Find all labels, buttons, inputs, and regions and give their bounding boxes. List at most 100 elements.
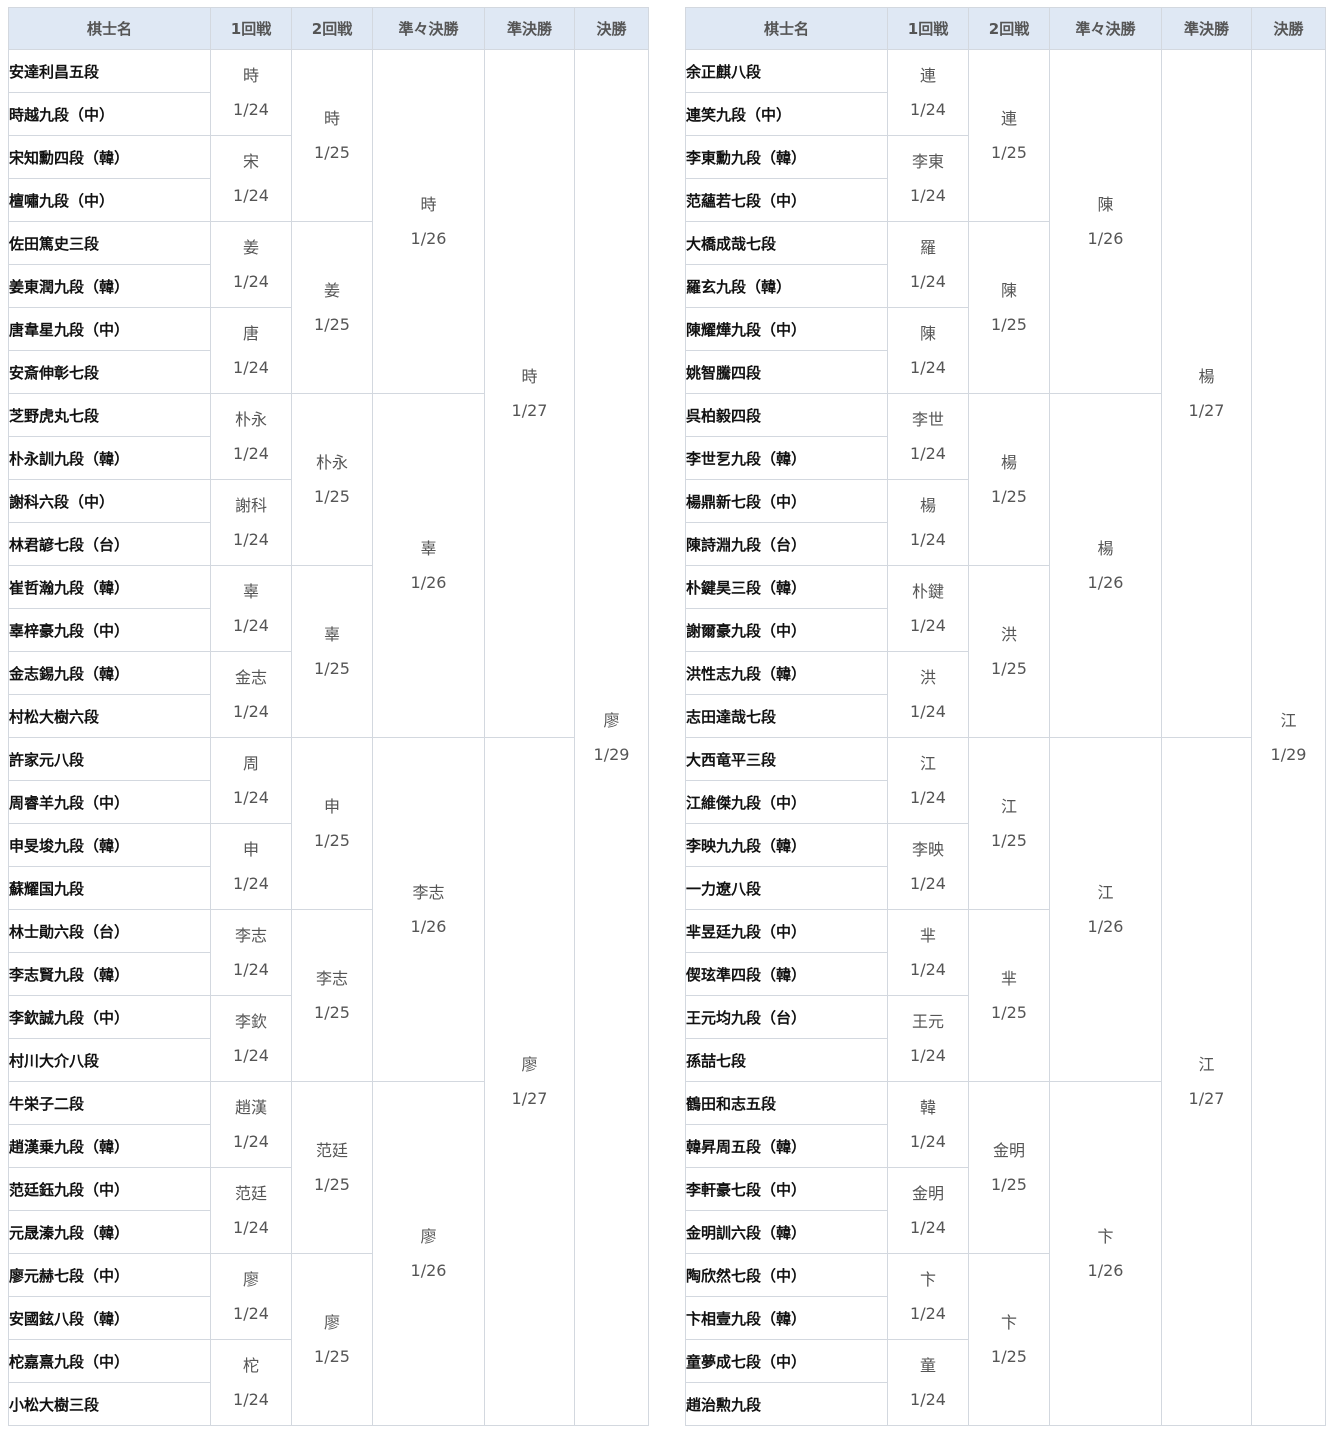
table-row: 唐韋星九段（中） 唐 1/24 xyxy=(8,307,649,394)
player-name: 李映九九段（韓） xyxy=(685,823,888,867)
round1-result: 時 1/24 xyxy=(210,49,292,136)
table-row: 廖元赫七段（中） 廖 1/24 廖 1/25 xyxy=(8,1253,649,1426)
player-name: 一力遼八段 xyxy=(685,866,888,910)
round1-result: 童 1/24 xyxy=(887,1339,969,1426)
winner-name: 卞 xyxy=(1097,1226,1114,1246)
player-name: 金明訓六段（韓） xyxy=(685,1210,888,1254)
winner-name: 趙漢 xyxy=(234,1097,267,1117)
player-name: 許家元八段 xyxy=(8,737,211,781)
semifinal-result: 楊 1/27 xyxy=(1161,49,1252,738)
winner-name: 韓 xyxy=(919,1097,936,1117)
column-header: 2回戦 xyxy=(291,7,373,50)
round2-result: 姜 1/25 xyxy=(291,221,373,394)
player-name: 偰玹準四段（韓） xyxy=(685,952,888,996)
player-name: 林君諺七段（台） xyxy=(8,522,211,566)
match-date: 1/26 xyxy=(410,1260,447,1280)
match-date: 1/24 xyxy=(233,1217,269,1237)
player-name: 廖元赫七段（中） xyxy=(8,1253,211,1297)
table-row: 蘇耀国九段 xyxy=(8,866,649,910)
player-name: 村松大樹六段 xyxy=(8,694,211,738)
match-date: 1/25 xyxy=(991,142,1027,162)
table-row: 江維傑九段（中） xyxy=(685,780,1326,824)
match-date: 1/27 xyxy=(511,400,548,420)
round1-result: 趙漢 1/24 xyxy=(210,1081,292,1168)
table-row: 安達利昌五段時 1/24 時 1/25 時 1/26 時 1/27 廖 1/29 xyxy=(8,49,649,1426)
winner-name: 廖 xyxy=(603,710,620,730)
match-date: 1/24 xyxy=(910,1389,946,1409)
round2-result: 芈 1/25 xyxy=(968,909,1050,1082)
winner-name: 時 xyxy=(242,65,259,85)
winner-name: 卞 xyxy=(919,1269,936,1289)
round2-result: 陳 1/25 xyxy=(968,221,1050,394)
table-row: 朴永訓九段（韓） xyxy=(8,436,649,480)
player-name: 江維傑九段（中） xyxy=(685,780,888,824)
table-row: 卞相壹九段（韓） xyxy=(685,1296,1326,1340)
table-row: 辜梓豪九段（中） xyxy=(8,608,649,652)
winner-name: 楊 xyxy=(1097,538,1114,558)
round1-result: 李東 1/24 xyxy=(887,135,969,222)
player-name: 姜東潤九段（韓） xyxy=(8,264,211,308)
player-name: 周睿羊九段（中） xyxy=(8,780,211,824)
quarterfinal-result: 江 1/26 xyxy=(1049,737,1162,1082)
table-row: 鶴田和志五段 韓 1/24 金明 1/25 卞 1/26 xyxy=(685,1081,1326,1426)
table-row: 孫喆七段 xyxy=(685,1038,1326,1082)
round1-result: 李欽 1/24 xyxy=(210,995,292,1082)
player-name: 志田達哉七段 xyxy=(685,694,888,738)
match-date: 1/25 xyxy=(991,830,1027,850)
round2-result: 辜 1/25 xyxy=(291,565,373,738)
winner-name: 范廷 xyxy=(234,1183,267,1203)
table-row: 李映九九段（韓） 李映 1/24 xyxy=(685,823,1326,910)
header-row: 棋士名 1回戦 2回戦 準々決勝 準決勝 決勝 xyxy=(8,7,649,50)
player-name: 謝爾豪九段（中） xyxy=(685,608,888,652)
player-name: 林士勛六段（台） xyxy=(8,909,211,953)
match-date: 1/24 xyxy=(910,443,946,463)
match-date: 1/29 xyxy=(593,744,630,764)
match-date: 1/24 xyxy=(233,615,269,635)
table-row: 謝科六段（中） 謝科 1/24 xyxy=(8,479,649,566)
table-row: 羅玄九段（韓） xyxy=(685,264,1326,308)
table-row: 林士勛六段（台） 李志 1/24 李志 1/25 xyxy=(8,909,649,1082)
round1-result: 韓 1/24 xyxy=(887,1081,969,1168)
match-date: 1/26 xyxy=(410,916,447,936)
final-result: 廖 1/29 xyxy=(574,49,649,1426)
winner-name: 連 xyxy=(1000,108,1017,128)
player-name: 趙治勲九段 xyxy=(685,1382,888,1426)
round1-result: 羅 1/24 xyxy=(887,221,969,308)
table-row: 李志賢九段（韓） xyxy=(8,952,649,996)
winner-name: 朴鍵 xyxy=(911,581,944,601)
column-header: 準々決勝 xyxy=(1049,7,1162,50)
round1-result: 姜 1/24 xyxy=(210,221,292,308)
match-date: 1/24 xyxy=(233,1389,269,1409)
match-date: 1/24 xyxy=(233,873,269,893)
match-date: 1/25 xyxy=(314,658,350,678)
winner-name: 申 xyxy=(242,839,259,859)
winner-name: 芈 xyxy=(919,925,936,945)
player-name: 李志賢九段（韓） xyxy=(8,952,211,996)
match-date: 1/26 xyxy=(1087,572,1124,592)
winner-name: 陳 xyxy=(1097,194,1114,214)
round1-result: 金志 1/24 xyxy=(210,651,292,738)
round1-result: 柁 1/24 xyxy=(210,1339,292,1426)
column-header: 2回戦 xyxy=(968,7,1050,50)
match-date: 1/24 xyxy=(910,357,946,377)
round1-result: 卞 1/24 xyxy=(887,1253,969,1340)
match-date: 1/24 xyxy=(910,787,946,807)
winner-name: 王元 xyxy=(911,1011,944,1031)
winner-name: 李世 xyxy=(911,409,944,429)
match-date: 1/24 xyxy=(233,1045,269,1065)
player-name: 村川大介八段 xyxy=(8,1038,211,1082)
match-date: 1/24 xyxy=(233,271,269,291)
column-header: 1回戦 xyxy=(210,7,292,50)
round1-result: 洪 1/24 xyxy=(887,651,969,738)
table-row: 范廷鈺九段（中） 范廷 1/24 xyxy=(8,1167,649,1254)
winner-name: 金明 xyxy=(992,1140,1025,1160)
table-row: 陶欣然七段（中） 卞 1/24 卞 1/25 xyxy=(685,1253,1326,1426)
winner-name: 楊 xyxy=(919,495,936,515)
table-row: 宋知勳四段（韓） 宋 1/24 xyxy=(8,135,649,222)
winner-name: 楊 xyxy=(1198,366,1215,386)
match-date: 1/24 xyxy=(910,271,946,291)
table-row: 李東勳九段（韓） 李東 1/24 xyxy=(685,135,1326,222)
match-date: 1/24 xyxy=(910,99,946,119)
column-header: 棋士名 xyxy=(8,7,211,50)
winner-name: 周 xyxy=(242,753,259,773)
